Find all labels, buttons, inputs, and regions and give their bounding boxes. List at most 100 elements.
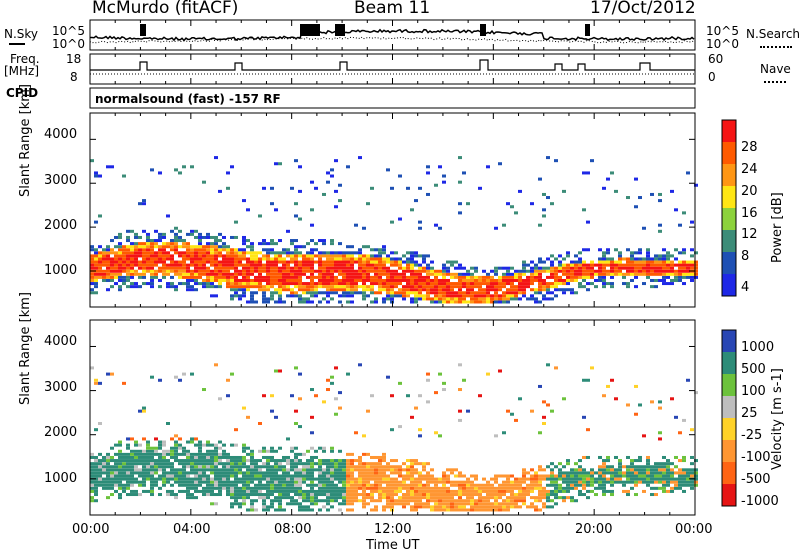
velocity-cell (90, 465, 94, 469)
power-cell (218, 263, 222, 267)
power-cell (306, 251, 310, 255)
velocity-cell (398, 502, 402, 506)
power-cell (382, 263, 386, 267)
power-cell (218, 245, 222, 249)
power-cell (222, 266, 226, 270)
power-cell (422, 275, 426, 279)
velocity-cell (274, 496, 278, 500)
power-cell (410, 257, 414, 261)
velocity-cell (582, 415, 586, 419)
power-cell (118, 260, 122, 264)
nave-tick-high: 60 (708, 52, 724, 66)
velocity-cell (442, 474, 446, 478)
velocity-cell (410, 462, 414, 466)
velocity-cell (514, 480, 518, 484)
power-cell (94, 220, 98, 224)
velocity-cell (470, 499, 474, 503)
power-cell (322, 291, 326, 295)
velocity-cell (562, 471, 566, 475)
power-cell (194, 248, 198, 252)
power-cell (538, 288, 542, 292)
power-cell (166, 285, 170, 289)
power-cell (678, 260, 682, 264)
power-cell (198, 239, 202, 243)
power-cell (402, 291, 406, 295)
power-cell (626, 282, 630, 286)
velocity-cell (154, 459, 158, 463)
velocity-cell (538, 384, 542, 388)
velocity-cell (678, 477, 682, 481)
power-cell (338, 242, 342, 246)
velocity-cell (214, 452, 218, 456)
velocity-cell (278, 489, 282, 493)
velocity-cell (630, 465, 634, 469)
velocity-cell (642, 489, 646, 493)
power-cell (170, 260, 174, 264)
power-cell (122, 174, 126, 178)
power-cell (134, 248, 138, 252)
power-cell (90, 159, 94, 163)
power-cell (174, 239, 178, 243)
power-cell (278, 291, 282, 295)
power-cell (634, 257, 638, 261)
power-cell (110, 272, 114, 276)
velocity-cell (114, 443, 118, 447)
velocity-cell (326, 459, 330, 463)
power-cell (534, 288, 538, 292)
power-cell (230, 254, 234, 258)
power-ytick: 4000 (44, 127, 78, 142)
power-cell (502, 223, 506, 227)
velocity-cell (222, 480, 226, 484)
velocity-cell (474, 493, 478, 497)
velocity-cell (566, 474, 570, 478)
power-cell (298, 285, 302, 289)
velocity-cell (310, 499, 314, 503)
power-cell (502, 266, 506, 270)
velocity-cell (94, 474, 98, 478)
velocity-cell (106, 462, 110, 466)
velocity-cell (170, 493, 174, 497)
power-cell (426, 297, 430, 301)
power-cell (494, 266, 498, 270)
power-cell (630, 278, 634, 282)
power-cell (226, 254, 230, 258)
power-cell (250, 291, 254, 295)
power-cell (378, 263, 382, 267)
velocity-cell (258, 486, 262, 490)
power-cell (342, 254, 346, 258)
power-cell (226, 257, 230, 261)
nsky-line (90, 28, 695, 42)
power-cell (414, 291, 418, 295)
power-cell (422, 294, 426, 298)
power-cell (302, 269, 306, 273)
power-cell (158, 266, 162, 270)
power-cell (266, 251, 270, 255)
power-cell (554, 278, 558, 282)
velocity-cell (110, 493, 114, 497)
velocity-cell (490, 483, 494, 487)
velocity-cell (450, 493, 454, 497)
velocity-cell (550, 477, 554, 481)
power-cell (262, 242, 266, 246)
velocity-cell (438, 372, 442, 376)
power-cell (118, 278, 122, 282)
velocity-cell (442, 502, 446, 506)
power-cell (534, 272, 538, 276)
power-cell (358, 285, 362, 289)
velocity-cell (270, 455, 274, 459)
power-cell (118, 257, 122, 261)
power-cell (314, 285, 318, 289)
velocity-cell (594, 480, 598, 484)
velocity-cell (614, 468, 618, 472)
power-cell (550, 254, 554, 258)
velocity-cell (678, 471, 682, 475)
power-cell (674, 269, 678, 273)
velocity-cell (330, 471, 334, 475)
power-cell (326, 251, 330, 255)
velocity-cell (142, 459, 146, 463)
power-cell (494, 300, 498, 304)
power-cell (382, 269, 386, 273)
velocity-cell (558, 483, 562, 487)
velocity-cell (374, 465, 378, 469)
velocity-cell (378, 462, 382, 466)
